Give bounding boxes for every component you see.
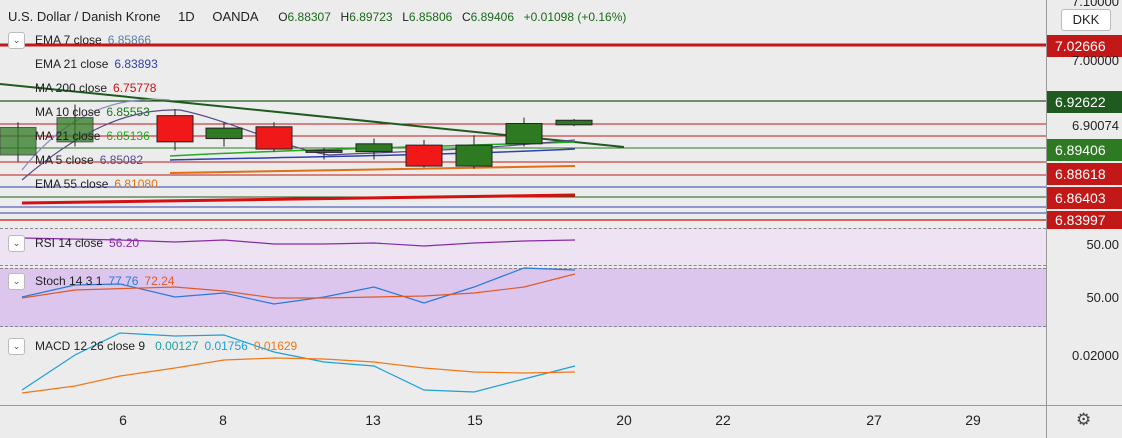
price-label: 7.00000 [1072, 53, 1119, 68]
price-label-top: 7.10000 [1072, 0, 1119, 9]
time-label: 6 [119, 412, 127, 428]
legend-label: MA 5 close [35, 153, 94, 167]
stoch-d-line [21, 273, 576, 299]
open-value: 6.88307 [287, 10, 331, 24]
time-label: 27 [866, 412, 882, 428]
legend-label: MA 200 close [35, 81, 108, 95]
candle-body [405, 144, 443, 167]
price-tag: 6.92622 [1047, 91, 1122, 113]
ema55-line [169, 165, 576, 174]
macd-axis-label: 0.02000 [1072, 348, 1119, 363]
legend-value: 6.85082 [99, 153, 144, 167]
legend-ema7[interactable]: ⌄ EMA 7 close 6.85866 [8, 31, 152, 50]
candle-body [505, 123, 543, 145]
price-tag: 6.86403 [1047, 187, 1122, 209]
low-value: 6.85806 [408, 10, 453, 24]
candle-body [555, 119, 593, 126]
price-axis[interactable]: 7.10000 DKK 7.02666 7.00000 6.92622 6.90… [1046, 0, 1122, 405]
time-label: 29 [965, 412, 981, 428]
data-source: OANDA [212, 9, 259, 24]
change-value: +0.01098 (+0.16%) [523, 10, 627, 24]
macd-hist-value: 0.00127 [155, 339, 199, 353]
ema7-line [21, 98, 171, 171]
rsi-line [21, 237, 576, 247]
rsi-label: RSI 14 close [35, 236, 104, 250]
time-label: 15 [467, 412, 483, 428]
symbol-header: U.S. Dollar / Danish Krone 1D OANDA O6.8… [8, 9, 632, 24]
legend-macd[interactable]: ⌄ MACD 12 26 close 9 0.00127 0.01756 0.01629 [8, 337, 298, 356]
legend-label: EMA 55 close [35, 177, 109, 191]
interval[interactable]: 1D [178, 9, 195, 24]
macd-value: 0.01756 [204, 339, 248, 353]
chevron-down-icon[interactable]: ⌄ [8, 273, 25, 291]
legend-value: 6.85553 [106, 105, 150, 119]
legend-value: 6.83893 [114, 57, 158, 71]
rsi-pane[interactable] [0, 228, 1046, 266]
chart-area[interactable]: U.S. Dollar / Danish Krone 1D OANDA O6.8… [0, 0, 1046, 405]
legend-value: 6.85866 [107, 33, 152, 47]
chevron-down-icon[interactable]: ⌄ [8, 338, 25, 356]
legend-ema21[interactable]: EMA 21 close 6.83893 [35, 55, 158, 73]
price-tag: 6.89406 [1047, 139, 1122, 161]
stoch-pane[interactable] [0, 268, 1046, 327]
price-label: 6.90074 [1072, 118, 1119, 133]
time-axis[interactable]: 6 8 13 15 20 22 27 29 [0, 405, 1046, 438]
time-label: 8 [219, 412, 227, 428]
legend-ma10[interactable]: MA 10 close 6.85553 [35, 103, 150, 121]
legend-label: MA 21 close [35, 129, 101, 143]
symbol-title: U.S. Dollar / Danish Krone [8, 9, 161, 24]
price-tag: 7.02666 [1047, 35, 1122, 57]
ma200-line [21, 193, 576, 205]
legend-stoch[interactable]: ⌄ Stoch 14 3 1 77.76 72.24 [8, 272, 175, 291]
high-label: H [340, 10, 350, 24]
macd-line [21, 332, 576, 393]
price-tag: 6.88618 [1047, 163, 1122, 185]
rsi-axis-label: 50.00 [1086, 237, 1119, 252]
price-chart-svg [0, 43, 1046, 394]
legend-value: 6.75778 [113, 81, 157, 95]
time-label: 13 [365, 412, 381, 428]
price-tag: 6.83997 [1047, 211, 1122, 229]
candle-body [0, 126, 37, 156]
gear-icon[interactable]: ⚙ [1076, 410, 1092, 429]
candle-body [255, 126, 293, 150]
close-value: 6.89406 [470, 10, 514, 24]
chevron-down-icon[interactable]: ⌄ [8, 235, 25, 253]
stoch-k-value: 77.76 [108, 274, 139, 288]
close-label: C [461, 10, 471, 24]
macd-signal-line [21, 357, 576, 394]
legend-ma200[interactable]: MA 200 close 6.75778 [35, 79, 156, 97]
chevron-down-icon[interactable]: ⌄ [8, 32, 25, 50]
open-label: O [278, 10, 288, 24]
legend-label: EMA 7 close [35, 33, 102, 47]
time-label: 20 [616, 412, 632, 428]
stoch-axis-label: 50.00 [1086, 290, 1119, 305]
legend-ema55[interactable]: EMA 55 close 6.81080 [35, 175, 158, 193]
stoch-label: Stoch 14 3 1 [35, 274, 103, 288]
legend-value: 6.81080 [114, 177, 158, 191]
macd-signal-value: 0.01629 [253, 339, 298, 353]
stoch-k-line [21, 267, 576, 305]
candle-body [156, 115, 194, 143]
legend-ma5[interactable]: MA 5 close 6.85082 [35, 151, 143, 169]
currency-label: DKK [1061, 9, 1111, 31]
stoch-d-value: 72.24 [144, 274, 175, 288]
candle-body [205, 127, 243, 140]
legend-label: EMA 21 close [35, 57, 109, 71]
macd-label: MACD 12 26 close 9 [35, 339, 146, 353]
candle-body [455, 144, 493, 167]
legend-value: 6.85136 [106, 129, 150, 143]
high-value: 6.89723 [349, 10, 393, 24]
legend-rsi[interactable]: ⌄ RSI 14 close 56.20 [8, 234, 140, 253]
axis-corner [1046, 405, 1122, 438]
candle-body [56, 117, 94, 143]
candle-body [355, 143, 393, 153]
legend-label: MA 10 close [35, 105, 101, 119]
candle-body [305, 149, 343, 153]
legend-ma21[interactable]: MA 21 close 6.85136 [35, 127, 150, 145]
time-label: 22 [715, 412, 731, 428]
rsi-value: 56.20 [109, 236, 140, 250]
low-label: L [402, 10, 409, 24]
